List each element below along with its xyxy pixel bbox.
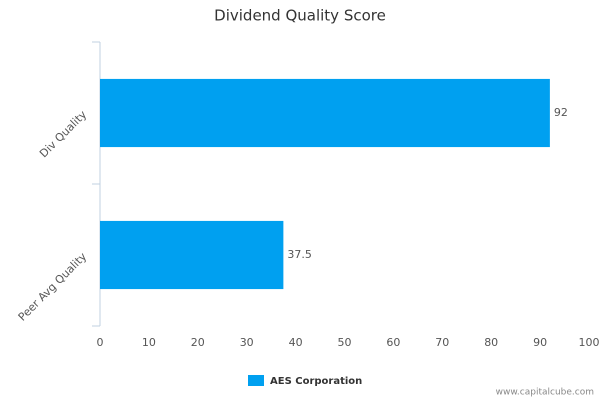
x-tick-label: 80 [484, 336, 498, 349]
x-tick-label: 0 [97, 336, 104, 349]
chart-title: Dividend Quality Score [214, 7, 386, 25]
x-tick-label: 100 [579, 336, 600, 349]
x-tick-label: 70 [435, 336, 449, 349]
x-tick-label: 30 [240, 336, 254, 349]
value-label: 92 [554, 106, 568, 119]
y-tick-label: Div Quality [37, 108, 90, 161]
x-tick-label: 40 [289, 336, 303, 349]
x-tick-label: 10 [142, 336, 156, 349]
x-tick-label: 50 [338, 336, 352, 349]
bar [100, 220, 284, 290]
legend-swatch [248, 375, 264, 386]
x-tick-label: 20 [191, 336, 205, 349]
legend-label: AES Corporation [270, 376, 362, 387]
watermark: www.capitalcube.com [496, 388, 594, 398]
x-tick-label: 60 [386, 336, 400, 349]
y-tick-label: Peer Avg Quality [16, 250, 90, 324]
bar [100, 78, 550, 148]
x-tick-label: 90 [533, 336, 547, 349]
value-label: 37.5 [287, 248, 312, 261]
